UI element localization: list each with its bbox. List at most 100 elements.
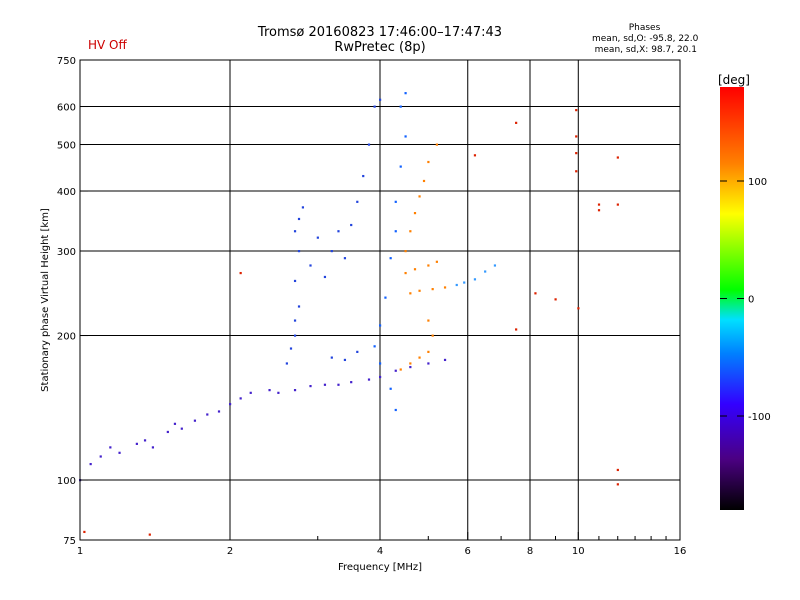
data-point [616,203,619,206]
data-point [309,264,312,267]
data-point [379,375,382,379]
data-point [118,451,121,454]
data-point [616,483,619,486]
data-point [379,362,382,365]
data-point [577,307,580,310]
data-point [394,230,397,233]
data-point [435,143,438,146]
hv-status: HV Off [88,38,127,52]
data-point [337,230,340,233]
data-point [89,462,92,466]
data-point [409,365,412,369]
data-point [473,154,477,157]
data-point [343,358,347,362]
data-point [473,278,477,281]
data-point [309,384,312,388]
data-point [293,319,297,322]
data-point [413,268,417,271]
data-point [356,200,359,203]
colorbar-tick-label: 0 [748,295,754,306]
data-point [443,286,447,289]
data-point [367,378,371,381]
y-tick-label: 750 [57,56,76,67]
x-axis-label: Frequency [MHz] [338,562,422,573]
data-point [337,383,340,386]
data-point [301,206,305,209]
data-point [427,160,430,164]
x-axis: 1 2 4 6 8 10 16 [77,532,686,557]
data-point [289,347,293,350]
data-point [404,135,407,138]
data-point [616,156,619,159]
data-point [173,422,177,425]
data-point [493,264,497,267]
phase-stats: Phases mean, sd,O: -95.8, 22.0 mean, sd,… [592,23,699,56]
data-point [515,121,518,124]
y-tick-label: 600 [57,103,76,114]
x-tick-label: 8 [527,546,533,557]
data-point [575,170,578,173]
data-point [323,383,327,386]
data-point [99,455,102,458]
phase-stats-title: Phases [628,23,661,33]
data-point [404,92,407,95]
data-point [293,230,297,233]
data-point [330,250,333,253]
data-point [229,403,232,406]
data-point [83,530,86,534]
chart-title-line2: RwPretec (8p) [334,40,426,55]
data-point [427,362,430,365]
x-tick-label: 10 [572,546,585,557]
phase-stats-o: mean, sd,O: -95.8, 22.0 [592,34,699,44]
data-point [206,413,209,416]
data-point [431,334,434,337]
x-tick-label: 6 [465,546,471,557]
data-point [616,468,619,472]
data-point [217,410,221,413]
data-point [575,152,578,155]
data-point [554,298,557,301]
y-tick-label: 500 [57,141,76,152]
data-point [277,391,280,394]
data-point [597,209,601,212]
y-tick-label: 300 [57,247,76,258]
data-point [323,275,327,279]
data-point [399,105,402,108]
data-point [249,391,252,394]
data-point [367,143,371,146]
data-point [297,305,301,308]
data-point [379,98,382,101]
data-point [443,358,447,362]
data-point [404,271,407,275]
y-axis: 75 100 200 300 400 500 600 750 [57,56,88,547]
data-point [399,368,402,371]
data-point [394,408,397,412]
data-point [389,387,392,390]
data-point [399,165,402,168]
data-point [409,362,412,365]
data-point [575,135,578,138]
data-point [409,230,412,233]
data-point [418,356,421,359]
data-point [293,334,297,337]
x-tick-label: 4 [377,546,383,557]
y-tick-label: 75 [63,536,76,547]
data-point [268,389,271,392]
phase-stats-x: mean, sd,X: 98.7, 20.1 [594,45,697,55]
data-point [484,270,487,273]
colorbar-tick-label: -100 [748,412,771,423]
data-point [575,109,578,112]
data-point [297,217,301,221]
x-tick-label: 1 [77,546,83,557]
colorbar-tick-label: 100 [748,177,767,188]
data-point [143,439,147,442]
data-point [293,279,297,283]
data-point [404,250,407,253]
chart-title-line1: Tromsø 20160823 17:46:00–17:47:43 [257,25,503,40]
data-point [597,203,601,206]
data-point [431,288,434,291]
data-point [427,350,430,353]
data-point [455,283,458,287]
data-point [384,296,387,299]
